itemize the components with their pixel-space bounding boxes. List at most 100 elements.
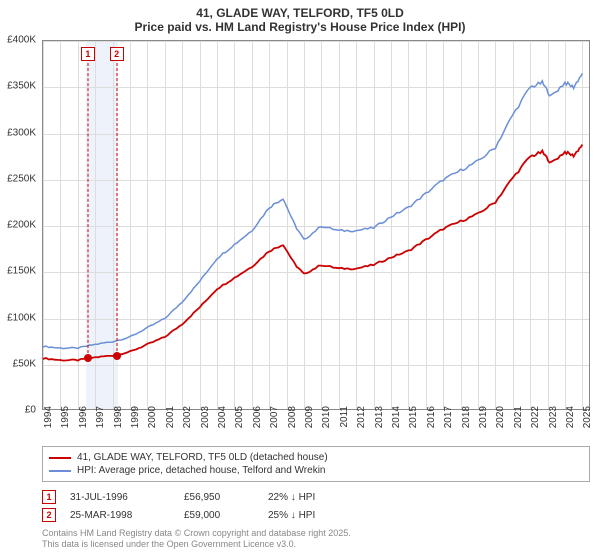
x-tick-label: 2013 (374, 406, 385, 428)
x-tick-label: 2024 (565, 406, 576, 428)
price-marker-line-2 (116, 63, 117, 356)
y-tick-label: £0 (25, 405, 36, 416)
x-tick-label: 1995 (60, 406, 71, 428)
transaction-pct: 22% ↓ HPI (268, 492, 368, 503)
gridline-v (426, 41, 427, 409)
y-tick-label: £150K (7, 266, 36, 277)
gridline-h (43, 272, 589, 273)
x-tick-label: 2021 (513, 406, 524, 428)
gridline-v (565, 41, 566, 409)
gridline-v (461, 41, 462, 409)
x-tick-label: 2006 (252, 406, 263, 428)
gridline-v (78, 41, 79, 409)
x-tick-label: 2020 (495, 406, 506, 428)
legend-row: 41, GLADE WAY, TELFORD, TF5 0LD (detache… (49, 451, 583, 464)
gridline-h (43, 365, 589, 366)
transaction-price: £59,000 (184, 510, 254, 521)
x-tick-label: 2022 (530, 406, 541, 428)
gridline-v (234, 41, 235, 409)
gridline-v (582, 41, 583, 409)
legend-swatch (49, 470, 71, 472)
gridline-v (287, 41, 288, 409)
x-tick-label: 1999 (130, 406, 141, 428)
gridline-v (182, 41, 183, 409)
chart-area: £0£50K£100K£150K£200K£250K£300K£350K£400… (42, 40, 590, 410)
x-tick-label: 2023 (548, 406, 559, 428)
x-tick-label: 2012 (356, 406, 367, 428)
gridline-v (200, 41, 201, 409)
transaction-row: 2 25-MAR-1998 £59,000 25% ↓ HPI (42, 506, 590, 524)
footer-attribution: Contains HM Land Registry data © Crown c… (42, 528, 590, 550)
gridline-v (252, 41, 253, 409)
x-tick-label: 2003 (200, 406, 211, 428)
y-tick-label: £200K (7, 220, 36, 231)
gridline-v (548, 41, 549, 409)
transaction-marker: 1 (42, 490, 56, 504)
gridline-v (374, 41, 375, 409)
footer-line1: Contains HM Land Registry data © Crown c… (42, 528, 590, 539)
x-tick-label: 2004 (217, 406, 228, 428)
legend-box: 41, GLADE WAY, TELFORD, TF5 0LD (detache… (42, 446, 590, 482)
gridline-v (478, 41, 479, 409)
gridline-v (513, 41, 514, 409)
x-tick-label: 2017 (443, 406, 454, 428)
gridline-h (43, 134, 589, 135)
x-tick-label: 1998 (113, 406, 124, 428)
legend-label: 41, GLADE WAY, TELFORD, TF5 0LD (detache… (77, 452, 328, 463)
gridline-v (130, 41, 131, 409)
transaction-price: £56,950 (184, 492, 254, 503)
legend-swatch (49, 457, 71, 459)
x-tick-label: 2008 (287, 406, 298, 428)
gridline-h (43, 87, 589, 88)
series-line-property (43, 145, 582, 361)
gridline-h (43, 226, 589, 227)
x-tick-label: 1994 (43, 406, 54, 428)
gridline-v (495, 41, 496, 409)
transaction-marker: 2 (42, 508, 56, 522)
transactions-table: 1 31-JUL-1996 £56,950 22% ↓ HPI 2 25-MAR-1998… (42, 488, 590, 524)
x-tick-label: 2016 (426, 406, 437, 428)
price-marker-dot-2 (113, 352, 121, 360)
price-marker-line-1 (87, 63, 88, 358)
y-tick-label: £350K (7, 81, 36, 92)
plot-region: 1994199519961997199819992000200120022003… (42, 40, 590, 410)
gridline-v (356, 41, 357, 409)
x-tick-label: 2009 (304, 406, 315, 428)
gridline-v (321, 41, 322, 409)
gridline-v (165, 41, 166, 409)
y-tick-label: £250K (7, 173, 36, 184)
gridline-v (95, 41, 96, 409)
gridline-v (391, 41, 392, 409)
x-tick-label: 2002 (182, 406, 193, 428)
price-marker-2: 2 (110, 47, 124, 61)
transaction-pct: 25% ↓ HPI (268, 510, 368, 521)
chart-title-line2: Price paid vs. HM Land Registry's House … (0, 20, 600, 40)
gridline-v (269, 41, 270, 409)
gridline-h (43, 41, 589, 42)
x-tick-label: 2010 (321, 406, 332, 428)
y-tick-label: £50K (13, 358, 36, 369)
gridline-h (43, 319, 589, 320)
x-tick-label: 2005 (234, 406, 245, 428)
transaction-date: 25-MAR-1998 (70, 510, 170, 521)
x-tick-label: 2011 (339, 406, 350, 428)
series-line-hpi (43, 73, 582, 348)
legend-label: HPI: Average price, detached house, Telf… (77, 465, 326, 476)
x-tick-label: 2018 (461, 406, 472, 428)
x-tick-label: 2025 (582, 406, 593, 428)
x-tick-label: 2014 (391, 406, 402, 428)
y-tick-label: £300K (7, 127, 36, 138)
gridline-h (43, 180, 589, 181)
x-tick-label: 2015 (408, 406, 419, 428)
gridline-v (408, 41, 409, 409)
gridline-v (304, 41, 305, 409)
y-axis: £0£50K£100K£150K£200K£250K£300K£350K£400… (0, 40, 40, 410)
gridline-v (443, 41, 444, 409)
chart-title-line1: 41, GLADE WAY, TELFORD, TF5 0LD (0, 0, 600, 20)
transaction-date: 31-JUL-1996 (70, 492, 170, 503)
x-tick-label: 2000 (147, 406, 158, 428)
gridline-v (339, 41, 340, 409)
x-tick-label: 2001 (165, 406, 176, 428)
x-tick-label: 2007 (269, 406, 280, 428)
transaction-row: 1 31-JUL-1996 £56,950 22% ↓ HPI (42, 488, 590, 506)
